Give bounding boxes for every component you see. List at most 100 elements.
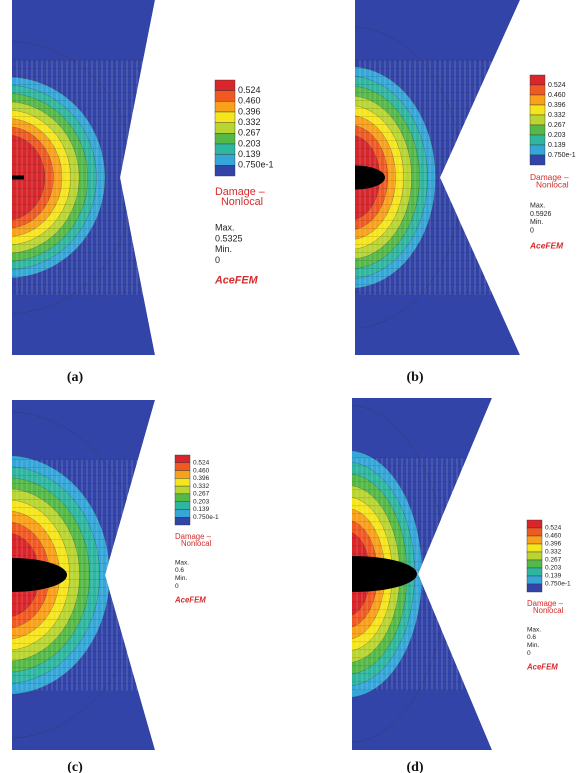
legend-label: 0.267 [193, 491, 210, 498]
crack [355, 165, 385, 190]
legend-label: 0.460 [548, 92, 566, 99]
legend-label: 0.139 [545, 573, 562, 580]
legend-swatch [214, 79, 236, 91]
brand: AceFEM [526, 662, 558, 671]
legend-label: 0.460 [545, 533, 562, 540]
legend-swatch [174, 517, 191, 526]
legend-label: 0.203 [548, 132, 566, 139]
legend-swatch [174, 478, 191, 487]
stat-text: Min. [175, 575, 187, 582]
legend-title: Nonlocal [533, 606, 564, 615]
panel-label: (d) [406, 760, 423, 773]
legend-label: 0.460 [238, 96, 261, 106]
legend-swatch [174, 501, 191, 510]
legend-title: Nonlocal [536, 180, 569, 190]
stat-text: Max. [175, 559, 189, 566]
stat-text: Max. [527, 626, 541, 633]
legend-title: Nonlocal [181, 539, 212, 548]
legend-label: 0.267 [548, 122, 566, 129]
legend-swatch [529, 74, 546, 86]
stat-text: 0.5325 [215, 233, 243, 243]
legend-swatch [174, 509, 191, 518]
legend-swatch [214, 101, 236, 113]
legend-swatch [174, 493, 191, 502]
legend-label: 0.750e-1 [193, 514, 219, 521]
legend-swatch [529, 94, 546, 106]
legend-label: 0.203 [238, 138, 261, 148]
legend-label: 0.139 [548, 142, 566, 149]
stat-text: 0.5926 [530, 211, 552, 218]
legend-label: 0.460 [193, 467, 210, 474]
legend-swatch [529, 124, 546, 136]
contour-plot [12, 0, 155, 355]
legend-label: 0.396 [193, 475, 210, 482]
contour-band [12, 134, 45, 221]
legend-label: 0.267 [238, 128, 261, 138]
legend-swatch [174, 470, 191, 479]
legend-label: 0.332 [193, 483, 210, 490]
legend-label: 0.332 [238, 117, 261, 127]
stat-text: Min. [527, 642, 539, 649]
legend-swatch [174, 454, 191, 463]
legend-swatch [529, 144, 546, 156]
stat-text: 0 [175, 583, 179, 590]
brand: AceFEM [214, 274, 259, 286]
legend-swatch [526, 519, 543, 529]
contour-plot [352, 398, 492, 750]
legend-label: 0.396 [545, 541, 562, 548]
stat-text: 0.6 [527, 634, 536, 641]
legend-swatch [174, 485, 191, 495]
legend-swatch [526, 527, 543, 537]
legend-swatch [529, 134, 546, 146]
stat-text: 0 [527, 650, 531, 657]
legend-label: 0.332 [548, 112, 566, 119]
legend-title: Damage – [527, 599, 564, 608]
panel-label: (a) [67, 370, 84, 385]
legend-title: Nonlocal [221, 196, 263, 208]
crack [352, 556, 417, 592]
stat-text: Min. [215, 244, 232, 254]
contour-plot [355, 0, 520, 355]
stat-text: Min. [530, 219, 543, 226]
legend-swatch [526, 559, 543, 569]
legend-title: Damage – [530, 172, 569, 182]
crack [12, 558, 67, 592]
legend-label: 0.524 [193, 459, 210, 466]
crack [12, 175, 24, 180]
legend-title: Damage – [215, 186, 265, 198]
stat-text: 0 [530, 228, 534, 235]
legend-swatch [526, 551, 543, 561]
legend-label: 0.524 [545, 525, 562, 532]
panel-label: (b) [406, 370, 423, 385]
legend-swatch [214, 122, 236, 134]
stat-text: Max. [215, 223, 235, 233]
legend-label: 0.524 [548, 82, 566, 89]
contour-plot [12, 400, 155, 750]
legend-swatch [526, 575, 543, 585]
legend-swatch [529, 154, 546, 166]
legend-label: 0.750e-1 [545, 581, 571, 588]
legend-swatch [526, 583, 543, 593]
stat-text: 0.6 [175, 567, 184, 574]
legend-swatch [214, 165, 236, 177]
legend-label: 0.332 [545, 549, 562, 556]
brand: AceFEM [174, 595, 206, 604]
stat-text: 0 [215, 255, 220, 265]
legend-title: Damage – [175, 532, 212, 541]
legend-swatch [214, 154, 236, 166]
legend-swatch [214, 143, 236, 155]
stat-text: Max. [530, 202, 545, 209]
legend-swatch [529, 104, 546, 116]
legend-label: 0.750e-1 [548, 152, 576, 159]
legend-swatch [526, 535, 543, 545]
legend-label: 0.396 [548, 102, 566, 109]
legend-label: 0.396 [238, 106, 261, 116]
legend-swatch [526, 567, 543, 577]
legend-label: 0.203 [545, 565, 562, 572]
legend-label: 0.203 [193, 498, 210, 505]
legend-swatch [529, 84, 546, 96]
legend-swatch [214, 90, 236, 102]
legend-label: 0.139 [238, 149, 261, 159]
panel-label: (c) [67, 760, 83, 773]
